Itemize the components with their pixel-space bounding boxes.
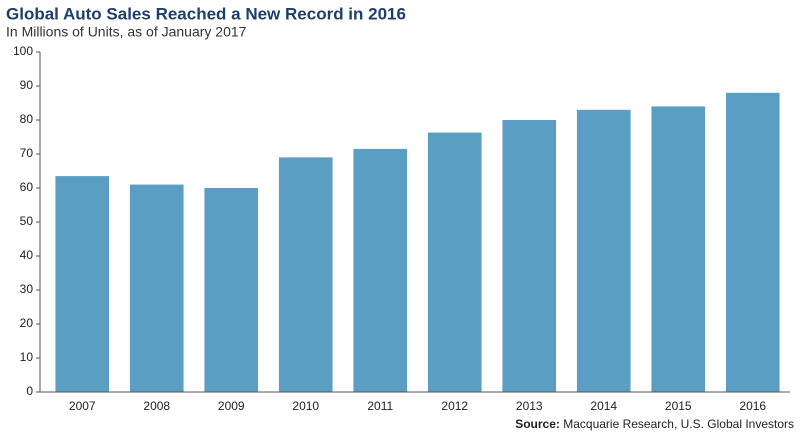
x-tick-label: 2010 — [292, 399, 319, 413]
y-tick-label: 70 — [20, 146, 34, 160]
bar — [129, 184, 184, 392]
y-tick-label: 80 — [20, 112, 34, 126]
y-tick-label: 100 — [13, 44, 33, 58]
chart-subtitle: In Millions of Units, as of January 2017 — [6, 24, 247, 40]
source-text: Macquarie Research, U.S. Global Investor… — [563, 417, 794, 431]
bar — [353, 148, 408, 392]
x-tick-label: 2009 — [218, 399, 245, 413]
y-tick-label: 10 — [20, 350, 34, 364]
y-tick-label: 20 — [20, 316, 34, 330]
bar — [204, 188, 259, 392]
y-tick-label: 50 — [20, 214, 34, 228]
bar — [725, 92, 780, 393]
bar — [278, 157, 333, 392]
x-tick-label: 2016 — [739, 399, 766, 413]
x-tick-label: 2011 — [367, 399, 393, 413]
y-tick-label: 90 — [20, 78, 34, 92]
bar — [576, 109, 631, 393]
source: Source: Macquarie Research, U.S. Global … — [515, 417, 794, 431]
x-tick-label: 2015 — [665, 399, 692, 413]
y-tick-label: 30 — [20, 282, 34, 296]
y-tick-label: 40 — [20, 248, 34, 262]
source-label: Source: — [515, 417, 560, 431]
x-tick-label: 2007 — [69, 399, 96, 413]
x-tick-label: 2013 — [516, 399, 543, 413]
chart-title: Global Auto Sales Reached a New Record i… — [6, 4, 406, 23]
bar — [651, 106, 706, 393]
x-tick-label: 2008 — [143, 399, 170, 413]
bar — [502, 120, 557, 392]
x-tick-label: 2014 — [590, 399, 617, 413]
y-tick-label: 60 — [20, 180, 34, 194]
bar — [55, 176, 110, 392]
x-tick-label: 2012 — [441, 399, 468, 413]
y-tick-label: 0 — [26, 384, 33, 398]
bar — [427, 132, 482, 392]
